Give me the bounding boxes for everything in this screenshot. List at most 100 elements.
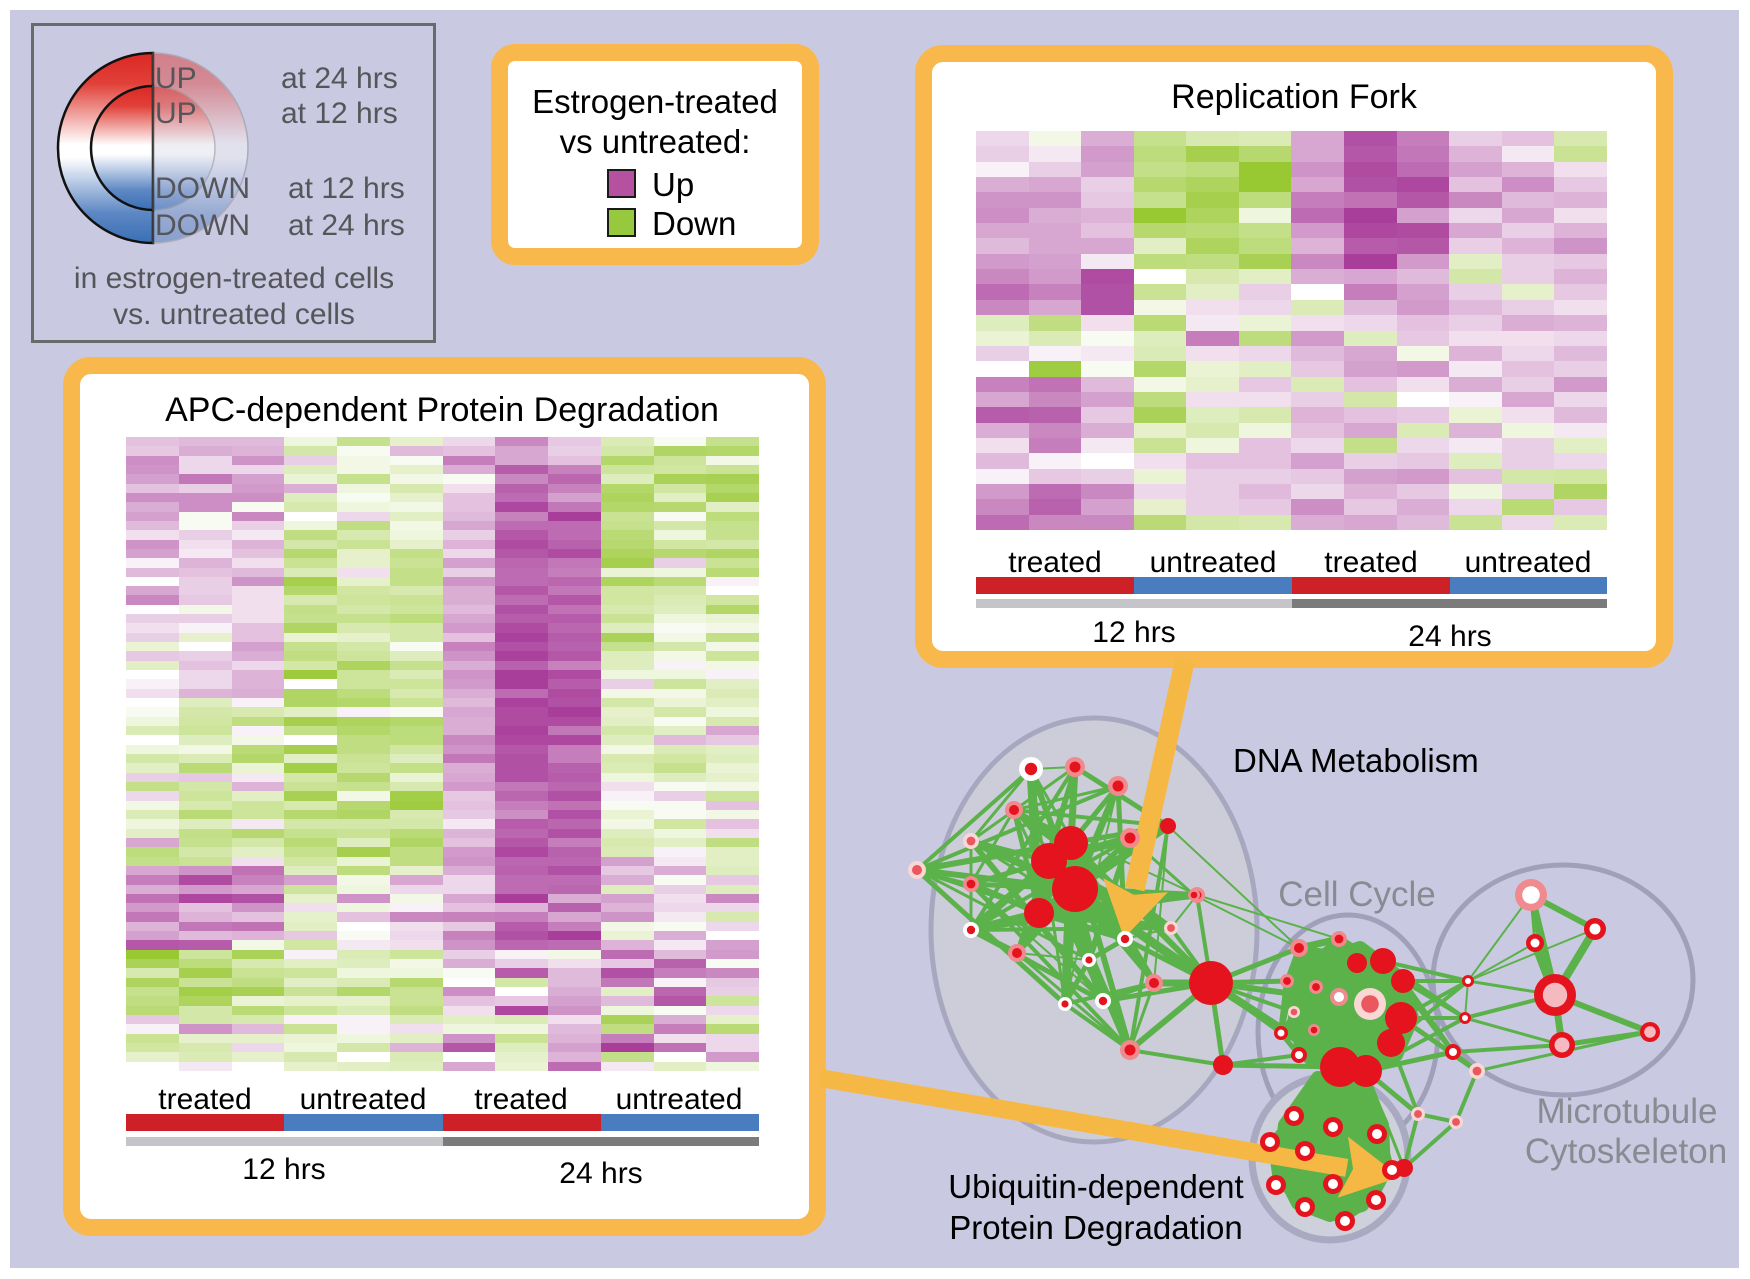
heatmap-cell xyxy=(1501,483,1555,500)
heatmap-cell xyxy=(976,345,1029,362)
heatmap-cell xyxy=(178,959,232,969)
heatmap-cell xyxy=(284,781,337,792)
heatmap-cell xyxy=(495,660,548,671)
heatmap-cell xyxy=(653,865,707,876)
heatmap-cell xyxy=(495,651,548,661)
heatmap-cell xyxy=(178,539,232,549)
heatmap-cell xyxy=(1396,499,1450,515)
heatmap-cell xyxy=(389,595,443,605)
heatmap-cell xyxy=(495,604,548,615)
heatmap-cell xyxy=(548,791,601,801)
heatmap-cell xyxy=(1238,269,1292,285)
apc-treated-bar-24 xyxy=(443,1114,601,1131)
heatmap-cell xyxy=(1133,238,1187,254)
heatmap-cell xyxy=(706,614,759,624)
heatmap-cell xyxy=(231,856,285,866)
heatmap-cell xyxy=(600,716,654,727)
heatmap-cell xyxy=(126,707,179,717)
heatmap-cell xyxy=(706,558,759,568)
heatmap-cell xyxy=(389,688,443,699)
heatmap-cell xyxy=(231,819,285,829)
heatmap-cell xyxy=(600,903,654,913)
heatmap-cell xyxy=(653,837,707,848)
heatmap-cell xyxy=(1186,499,1239,515)
heatmap-cell xyxy=(1501,177,1555,193)
heatmap-cell xyxy=(337,716,390,727)
heatmap-cell xyxy=(1554,453,1607,469)
heatmap-cell xyxy=(548,875,601,885)
heatmap-cell xyxy=(1291,361,1345,377)
heatmap-cell xyxy=(178,977,232,988)
heatmap-cell xyxy=(1028,514,1082,530)
heatmap-cell xyxy=(337,632,390,643)
heatmap-cell xyxy=(442,949,496,960)
heatmap-cell xyxy=(600,670,654,680)
heatmap-cell xyxy=(495,959,548,969)
heatmap-cell xyxy=(1554,269,1607,285)
heatmap-cell xyxy=(178,642,232,652)
heatmap-cell xyxy=(1344,253,1397,270)
heatmap-cell xyxy=(706,884,759,894)
heatmap-cell xyxy=(600,651,654,661)
heatmap-cell xyxy=(1186,483,1239,500)
heatmap-cell xyxy=(653,446,707,456)
heatmap-cell xyxy=(178,912,232,922)
heatmap-cell xyxy=(442,968,496,978)
heatmap-cell xyxy=(548,1033,601,1044)
heatmap-cell xyxy=(548,949,601,960)
heatmap-cell xyxy=(653,530,707,540)
heatmap-cell xyxy=(600,455,654,465)
heatmap-cell xyxy=(1554,376,1607,392)
heatmap-cell xyxy=(126,931,179,941)
heatmap-cell xyxy=(126,539,179,549)
heatmap-cell xyxy=(284,912,337,922)
heatmap-cell xyxy=(653,1024,707,1034)
heatmap-cell xyxy=(495,623,548,633)
heatmap-cell xyxy=(126,726,179,736)
heatmap-cell xyxy=(389,753,443,764)
heatmap-cell xyxy=(706,595,759,605)
heatmap-cell xyxy=(178,558,232,568)
heatmap-cell xyxy=(495,800,548,810)
heatmap-cell xyxy=(1186,269,1239,285)
heatmap-cell xyxy=(231,847,285,857)
heatmap-cell xyxy=(337,604,390,615)
heatmap-cell xyxy=(1133,330,1187,346)
heatmap-cell xyxy=(1396,391,1450,408)
heatmap-cell xyxy=(495,856,548,866)
heatmap-cell xyxy=(1554,131,1607,147)
heatmap-cell xyxy=(548,548,601,559)
heatmap-cell xyxy=(1396,238,1450,254)
heatmap-cell xyxy=(337,707,390,717)
heatmap-cell xyxy=(1501,453,1555,469)
heatmap-cell xyxy=(231,530,285,540)
heatmap-cell xyxy=(178,707,232,717)
heatmap-cell xyxy=(548,903,601,913)
heatmap-cell xyxy=(706,502,759,512)
heatmap-cell xyxy=(126,632,179,643)
inner-circle-right-half xyxy=(152,85,216,211)
heatmap-cell xyxy=(706,483,759,493)
heatmap-cell xyxy=(442,595,496,605)
heatmap-cell xyxy=(1449,253,1502,270)
heatmap-cell xyxy=(1554,422,1607,438)
heatmap-cell xyxy=(284,679,337,689)
heatmap-cell xyxy=(1081,437,1134,454)
heatmap-cell xyxy=(653,1061,707,1071)
heatmap-cell xyxy=(706,474,759,484)
heatmap-cell xyxy=(1396,407,1450,423)
heatmap-cell xyxy=(495,1024,548,1034)
heatmap-cell xyxy=(976,192,1029,208)
heatmap-cell xyxy=(600,884,654,894)
heatmap-cell xyxy=(389,903,443,913)
heatmap-cell xyxy=(337,688,390,699)
heatmap-cell xyxy=(178,987,232,997)
heatmap-cell xyxy=(600,679,654,689)
heatmap-cell xyxy=(126,623,179,633)
heatmap-cell xyxy=(231,707,285,717)
heatmap-cell xyxy=(1133,192,1187,208)
heatmap-cell xyxy=(495,921,548,932)
heatmap-cell xyxy=(600,446,654,456)
heatmap-cell xyxy=(442,884,496,894)
heatmap-cell xyxy=(337,772,390,782)
